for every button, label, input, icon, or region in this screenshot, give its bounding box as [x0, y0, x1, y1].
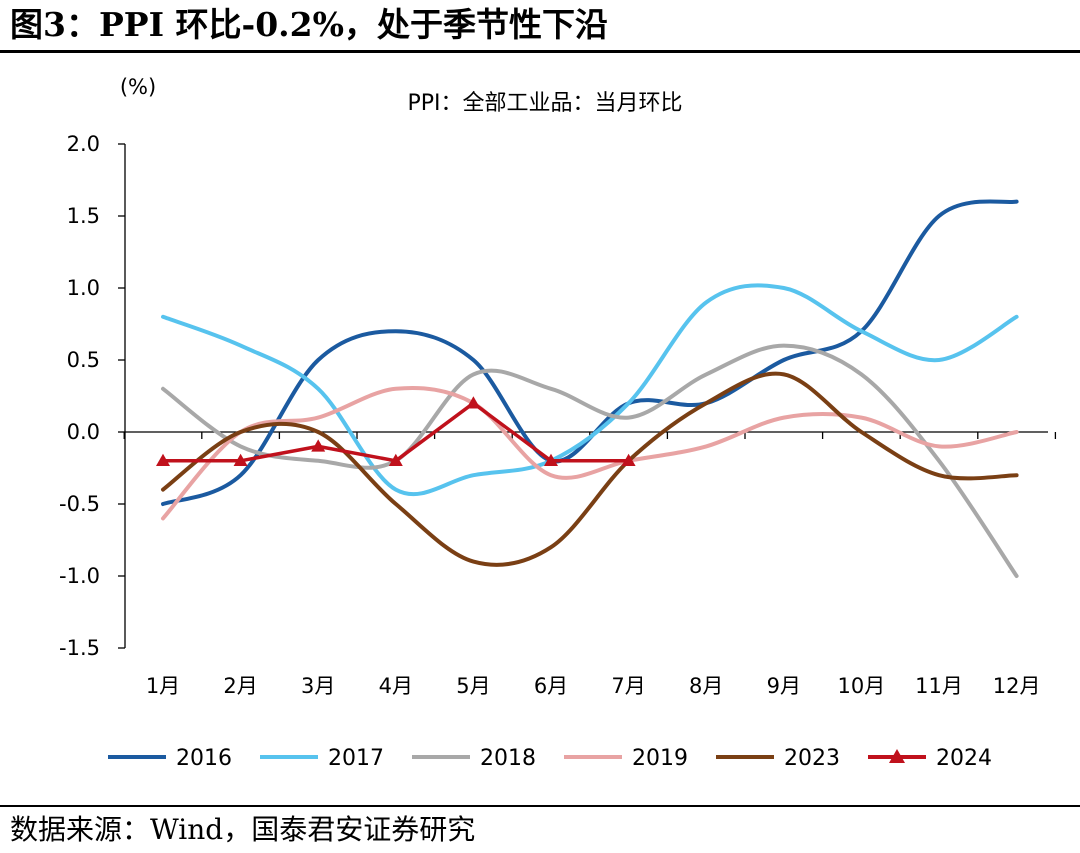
series-markers [156, 396, 636, 467]
x-tick-label: 6月 [534, 674, 568, 698]
legend-label-2019: 2019 [632, 746, 688, 771]
axes: 2.0 1.5 1.0 0.5 0.0 -0.5 -1.0 -1.5 1月 2月 3月 4月 5月 6月 7… [59, 132, 1057, 698]
y-tick-label: 1.0 [67, 276, 100, 300]
x-tick-label: 7月 [611, 674, 645, 698]
x-tick-label: 5月 [456, 674, 490, 698]
y-tick-label: -1.0 [59, 564, 100, 588]
point-marker-2024 [621, 453, 636, 467]
y-tick-label: 0.5 [67, 348, 100, 372]
x-tick-label: 1月 [146, 674, 180, 698]
legend-label-2018: 2018 [480, 746, 536, 771]
series-line-2019 [161, 385, 1019, 521]
legend: 2016 2017 2018 2019 2023 2024 [108, 746, 992, 771]
x-tick-label: 8月 [689, 674, 723, 698]
title-divider [0, 50, 1080, 53]
series-line-2018 [161, 343, 1019, 578]
legend-label-2017: 2017 [328, 746, 384, 771]
x-tick-label: 9月 [767, 674, 801, 698]
point-marker-2024 [544, 453, 558, 467]
x-tick-label: 12月 [993, 674, 1041, 698]
series-lines [161, 199, 1019, 578]
y-tick-label: 1.5 [67, 204, 100, 228]
x-tick-label: 10月 [838, 674, 886, 698]
legend-marker-2024 [889, 749, 905, 763]
legend-label-2024: 2024 [936, 746, 992, 771]
y-axis-unit-label: (%) [120, 75, 156, 99]
figure-title: 图3：PPI 环比-0.2%，处于季节性下沿 [10, 5, 608, 44]
y-tick-label: 0.0 [67, 420, 100, 444]
point-marker-2024 [311, 439, 326, 452]
plot-title: PPI：全部工业品：当月环比 [407, 91, 682, 116]
point-marker-2024 [156, 453, 170, 467]
point-marker-2024 [233, 453, 248, 467]
x-tick-label: 2月 [223, 674, 257, 698]
source-note: 数据来源：Wind，国泰君安证券研究 [10, 813, 476, 846]
ppi-line-chart: PPI：全部工业品：当月环比 (%) 2.0 1.5 1.0 0.5 0.0 -0.5 -1… [59, 75, 1057, 771]
source-divider [0, 805, 1080, 807]
legend-label-2023: 2023 [784, 746, 840, 771]
x-tick-label: 11月 [915, 674, 963, 698]
x-tick-label: 3月 [301, 674, 335, 698]
y-tick-label: -1.5 [59, 636, 100, 660]
y-tick-label: -0.5 [59, 492, 100, 516]
series-line-2016 [161, 199, 1019, 506]
point-marker-2024 [388, 453, 403, 467]
series-line-2017 [161, 283, 1019, 497]
y-tick-label: 2.0 [67, 132, 100, 156]
series-line-2023 [161, 371, 1019, 567]
point-marker-2024 [466, 396, 481, 409]
x-tick-label: 4月 [379, 674, 413, 698]
legend-label-2016: 2016 [176, 746, 232, 771]
